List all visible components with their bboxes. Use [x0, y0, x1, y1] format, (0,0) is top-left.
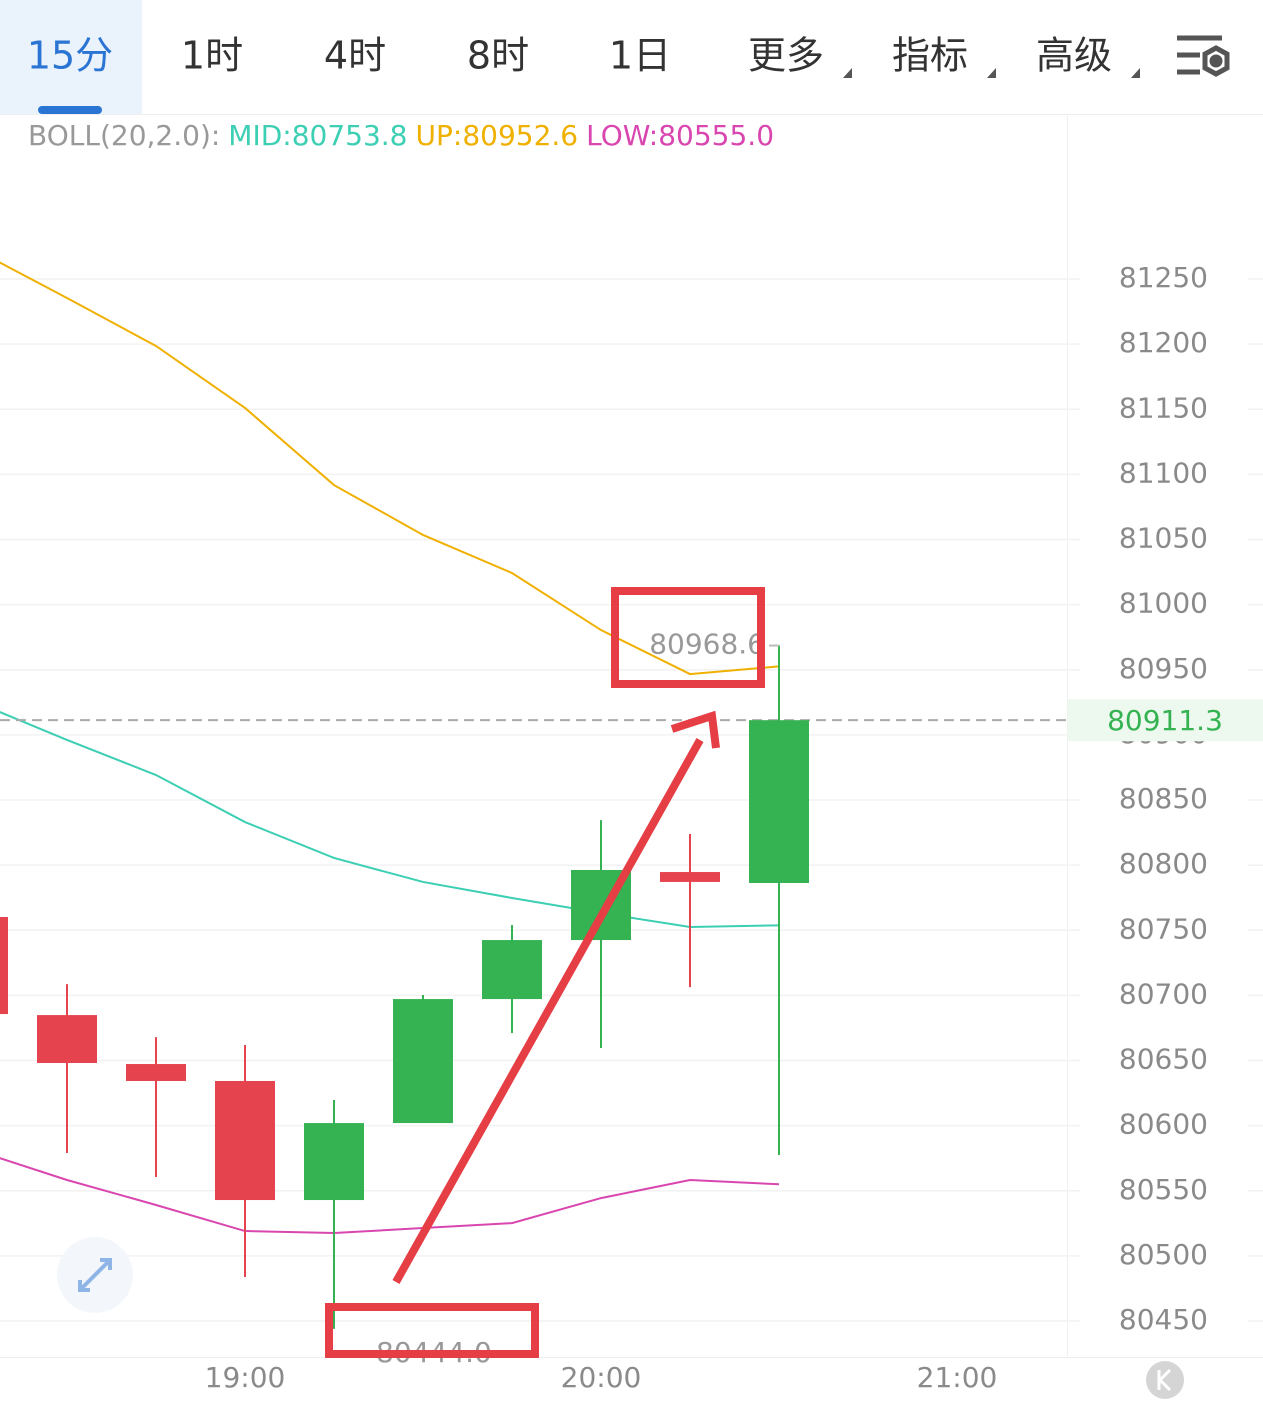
active-tab-bg: [0, 0, 142, 114]
expand-button[interactable]: [57, 1237, 133, 1313]
boll-line: [0, 261, 780, 676]
y-tick-label: 80700: [1119, 977, 1208, 1010]
candle-body: [0, 916, 8, 1015]
legend-item: BOLL(20,2.0):: [28, 119, 220, 152]
candle-body: [482, 940, 542, 1000]
last-price-tag-bg: [1068, 699, 1263, 742]
candle-body: [215, 1080, 275, 1201]
user-annotation: [325, 587, 765, 1358]
legend-item: MID:80753.8: [228, 119, 407, 152]
settings-icon[interactable]: [1177, 35, 1230, 77]
candle-body: [393, 999, 453, 1124]
y-tick-label: 81250: [1119, 261, 1208, 294]
active-tab-indicator: [38, 106, 102, 114]
y-tick-label: 81150: [1119, 391, 1208, 424]
tab[interactable]: 1时: [181, 34, 243, 78]
tab[interactable]: 指标: [892, 34, 968, 78]
legend-item: LOW:80555.0: [586, 119, 774, 152]
y-tick-label: 80750: [1119, 912, 1208, 945]
y-tick-label: 80450: [1119, 1303, 1208, 1336]
x-tick-label: 19:00: [205, 1361, 286, 1394]
tab-dropdown-mark: [987, 68, 996, 78]
candle-body: [37, 1015, 97, 1064]
tab[interactable]: 1日: [609, 34, 671, 78]
indicator-legend: BOLL(20,2.0): MID:80753.8 UP:80952.6 LOW:80…: [28, 119, 774, 152]
y-tick-label: 80650: [1119, 1043, 1208, 1076]
candle-body: [126, 1064, 186, 1081]
y-tick-label: 81100: [1119, 456, 1208, 489]
tab-dropdown-mark: [1131, 68, 1140, 78]
tab[interactable]: 更多: [748, 34, 824, 78]
tab[interactable]: 高级: [1036, 34, 1112, 78]
tab-dropdown-mark: [843, 68, 852, 78]
y-tick-label: 81200: [1119, 326, 1208, 359]
boll-line: [0, 711, 780, 929]
k-button[interactable]: [1146, 1361, 1184, 1399]
candle-body: [304, 1123, 364, 1201]
y-tick-label: 80800: [1119, 847, 1208, 880]
y-tick-label: 81050: [1119, 522, 1208, 555]
y-tick-label: 80500: [1119, 1238, 1208, 1271]
last-price-tag: 80911.3: [1107, 704, 1223, 737]
candle-body: [660, 872, 720, 882]
x-tick-label: 20:00: [561, 1361, 642, 1394]
y-tick-label: 81000: [1119, 587, 1208, 620]
y-tick-label: 80550: [1119, 1173, 1208, 1206]
tab[interactable]: 15分: [27, 34, 113, 78]
legend-item: UP:80952.6: [416, 119, 579, 152]
y-tick-label: 80600: [1119, 1108, 1208, 1141]
tab[interactable]: 4时: [324, 34, 386, 78]
boll-line: [0, 1157, 780, 1235]
high-label: 80968.6: [649, 628, 765, 661]
y-tick-label: 80950: [1119, 652, 1208, 685]
candle-body: [749, 720, 809, 883]
tab-bar: 15分 1时 4时 8时 1日 更多 指标 高级: [27, 34, 1140, 78]
tab[interactable]: 8时: [467, 34, 529, 78]
y-tick-label: 80850: [1119, 782, 1208, 815]
x-tick-label: 21:00: [917, 1361, 998, 1394]
